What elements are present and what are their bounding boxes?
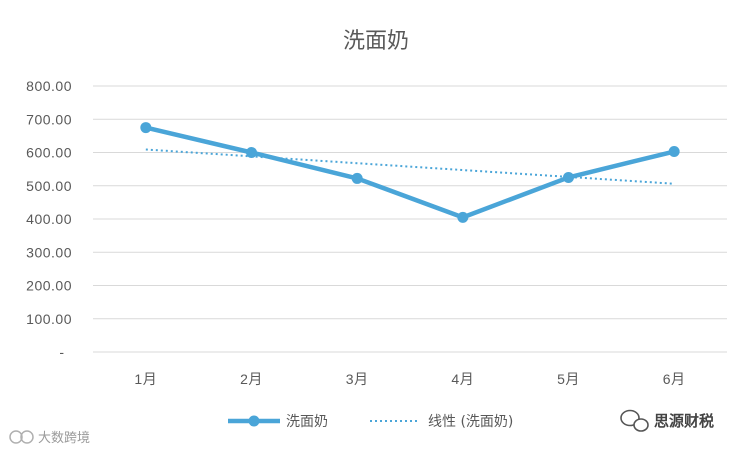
data-point [668,146,680,158]
watermark-right: 思源财税 [620,409,714,432]
legend: 洗面奶 线性 (洗面奶) [228,414,513,430]
y-tick-label: 800.00 [26,78,72,94]
x-tick-label: 4月 [451,371,474,387]
y-tick-label: 200.00 [26,278,72,294]
trendline-group [145,148,675,185]
y-tick-label: 700.00 [26,111,72,127]
watermark-left-text: 大数跨境 [38,431,90,446]
watermark-right-text: 思源财税 [654,412,714,430]
watermark-logo-icon [9,430,23,444]
legend-trendline-label: 线性 (洗面奶) [428,414,513,430]
y-tick-label: 400.00 [26,211,72,227]
data-point [457,211,469,223]
data-point [140,122,152,134]
y-axis-ticks: - 100.00 200.00 300.00 400.00 500.00 600.00 700… [26,78,72,360]
y-tick-label: - [59,344,64,360]
chart-title: 洗面奶 [343,29,409,54]
wechat-icon [620,409,649,432]
data-point [563,171,574,183]
legend-series-marker [248,415,260,427]
gridlines [93,85,727,353]
series-group [140,122,680,223]
legend-series-label: 洗面奶 [286,414,328,430]
series-line [143,125,677,220]
x-tick-label: 5月 [557,371,580,387]
y-tick-label: 600.00 [26,145,72,161]
x-axis-ticks: 1月 2月 3月 4月 5月 6月 [134,371,685,387]
x-tick-label: 3月 [346,371,369,387]
data-point [351,172,363,184]
x-tick-label: 6月 [663,371,686,387]
data-point [246,147,257,158]
y-tick-label: 100.00 [26,311,72,327]
x-tick-label: 1月 [134,371,157,387]
watermark-left: 大数跨境 [9,430,90,446]
y-tick-label: 300.00 [26,244,72,260]
trendline [145,148,675,185]
x-tick-label: 2月 [240,371,263,387]
y-tick-label: 500.00 [26,178,72,194]
